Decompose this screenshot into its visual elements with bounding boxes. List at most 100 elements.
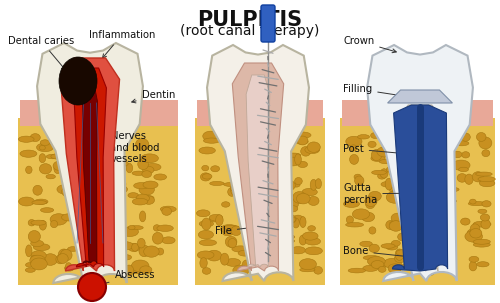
Ellipse shape xyxy=(236,198,244,205)
Ellipse shape xyxy=(348,268,366,273)
Ellipse shape xyxy=(198,230,214,239)
Ellipse shape xyxy=(285,199,298,210)
Ellipse shape xyxy=(378,173,386,179)
Ellipse shape xyxy=(31,220,46,225)
Ellipse shape xyxy=(242,152,253,159)
Ellipse shape xyxy=(112,160,128,167)
Ellipse shape xyxy=(244,153,256,160)
Ellipse shape xyxy=(360,241,372,247)
Ellipse shape xyxy=(362,212,374,222)
Ellipse shape xyxy=(414,175,426,185)
Ellipse shape xyxy=(426,267,435,275)
Ellipse shape xyxy=(72,191,82,198)
Ellipse shape xyxy=(440,220,448,231)
Ellipse shape xyxy=(465,174,473,185)
Ellipse shape xyxy=(430,217,444,222)
Ellipse shape xyxy=(64,265,74,271)
Ellipse shape xyxy=(140,211,146,222)
Ellipse shape xyxy=(120,246,126,253)
Ellipse shape xyxy=(350,145,357,151)
Ellipse shape xyxy=(411,200,426,207)
Ellipse shape xyxy=(256,175,272,186)
FancyBboxPatch shape xyxy=(20,100,178,126)
Ellipse shape xyxy=(286,153,301,157)
Ellipse shape xyxy=(430,249,444,257)
Ellipse shape xyxy=(136,144,149,150)
Ellipse shape xyxy=(426,212,434,220)
Ellipse shape xyxy=(196,210,210,217)
Ellipse shape xyxy=(344,201,359,208)
Ellipse shape xyxy=(220,225,238,234)
Ellipse shape xyxy=(58,249,70,261)
Ellipse shape xyxy=(279,214,296,224)
Ellipse shape xyxy=(400,131,414,139)
Ellipse shape xyxy=(470,224,480,234)
Ellipse shape xyxy=(424,208,438,212)
Ellipse shape xyxy=(70,162,77,169)
Ellipse shape xyxy=(46,175,56,179)
Ellipse shape xyxy=(385,178,392,190)
Ellipse shape xyxy=(305,146,320,154)
Ellipse shape xyxy=(36,143,54,152)
Ellipse shape xyxy=(202,268,211,274)
Ellipse shape xyxy=(132,243,138,251)
Ellipse shape xyxy=(115,138,128,149)
Ellipse shape xyxy=(115,266,121,276)
Ellipse shape xyxy=(435,263,446,271)
Ellipse shape xyxy=(62,186,78,197)
Ellipse shape xyxy=(68,247,78,251)
Ellipse shape xyxy=(31,251,46,261)
Ellipse shape xyxy=(260,254,274,266)
Ellipse shape xyxy=(268,207,283,212)
Ellipse shape xyxy=(369,227,376,234)
Ellipse shape xyxy=(60,154,74,159)
Ellipse shape xyxy=(28,231,40,242)
Ellipse shape xyxy=(32,201,47,205)
Ellipse shape xyxy=(378,260,389,267)
Ellipse shape xyxy=(363,265,378,271)
Ellipse shape xyxy=(30,134,40,142)
Ellipse shape xyxy=(446,243,455,255)
Ellipse shape xyxy=(144,163,161,171)
Ellipse shape xyxy=(232,246,249,252)
Ellipse shape xyxy=(244,140,251,151)
Ellipse shape xyxy=(242,231,256,242)
Ellipse shape xyxy=(102,158,115,169)
Ellipse shape xyxy=(292,183,300,187)
Text: (root canal therapy): (root canal therapy) xyxy=(180,24,320,38)
Ellipse shape xyxy=(28,219,35,226)
Ellipse shape xyxy=(469,256,479,262)
Ellipse shape xyxy=(200,240,216,246)
Ellipse shape xyxy=(440,251,456,260)
Ellipse shape xyxy=(287,205,298,212)
Ellipse shape xyxy=(408,154,418,161)
Ellipse shape xyxy=(300,259,316,270)
Ellipse shape xyxy=(408,173,418,181)
Polygon shape xyxy=(82,83,98,263)
Ellipse shape xyxy=(242,198,254,208)
Ellipse shape xyxy=(404,232,411,236)
Ellipse shape xyxy=(285,157,300,166)
Ellipse shape xyxy=(254,225,263,235)
Ellipse shape xyxy=(444,251,454,256)
Ellipse shape xyxy=(92,154,100,158)
Ellipse shape xyxy=(53,161,67,171)
Ellipse shape xyxy=(426,236,436,244)
Text: Abscess: Abscess xyxy=(96,270,155,287)
Ellipse shape xyxy=(39,220,46,230)
Ellipse shape xyxy=(445,232,452,236)
Ellipse shape xyxy=(74,231,90,241)
Ellipse shape xyxy=(469,261,477,271)
Ellipse shape xyxy=(270,166,287,176)
Ellipse shape xyxy=(30,258,48,270)
Ellipse shape xyxy=(278,239,294,243)
Ellipse shape xyxy=(132,198,148,205)
Ellipse shape xyxy=(292,218,300,228)
FancyBboxPatch shape xyxy=(197,100,323,126)
Ellipse shape xyxy=(280,216,296,223)
Ellipse shape xyxy=(95,178,104,189)
Ellipse shape xyxy=(20,150,37,157)
Ellipse shape xyxy=(202,218,211,230)
Ellipse shape xyxy=(100,154,109,165)
Ellipse shape xyxy=(458,167,468,172)
